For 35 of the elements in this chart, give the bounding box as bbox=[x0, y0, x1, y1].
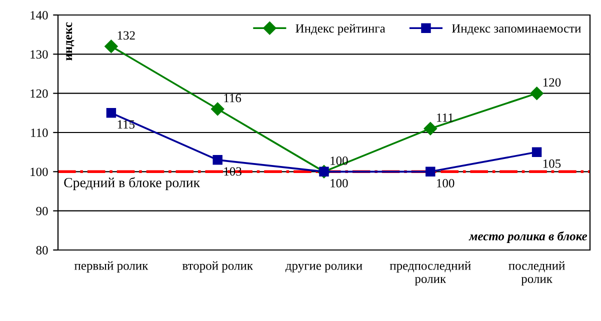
data-label: 111 bbox=[437, 114, 454, 122]
point bbox=[211, 102, 224, 116]
legend-label: Индекс рейтинга bbox=[296, 24, 386, 36]
x-tick-label: второй ролик bbox=[182, 261, 253, 272]
point bbox=[424, 122, 437, 136]
y-tick-label: 90 bbox=[36, 206, 48, 216]
data-label: 105 bbox=[543, 159, 561, 168]
x-tick-label: предпоследний ролик bbox=[390, 261, 471, 286]
y-tick-label: 80 bbox=[36, 246, 48, 254]
data-label: 100 bbox=[437, 178, 454, 188]
x-tick-label: другие ролики bbox=[285, 264, 362, 272]
y-tick-label: 120 bbox=[30, 89, 48, 98]
point bbox=[104, 40, 118, 53]
y-tick-label: 110 bbox=[31, 128, 48, 137]
y-axis-title: индекс bbox=[66, 22, 74, 60]
data-label: 100 bbox=[330, 156, 348, 165]
legend-label: Индекс запоминаемости bbox=[452, 24, 581, 35]
data-label: 116 bbox=[224, 94, 242, 102]
x-tick-label: последний ролик bbox=[508, 261, 565, 286]
x-axis-title: место ролика в блоке bbox=[468, 231, 588, 243]
point bbox=[532, 147, 542, 157]
data-label: 100 bbox=[330, 178, 348, 188]
data-label: 120 bbox=[543, 78, 561, 87]
ref-line-label: Средний в блоке ролик bbox=[64, 177, 200, 190]
x-tick-label: первый ролик bbox=[74, 261, 148, 272]
point bbox=[212, 155, 222, 165]
y-tick-label: 100 bbox=[30, 168, 48, 176]
point bbox=[426, 166, 436, 177]
point bbox=[530, 86, 544, 100]
y-tick-label: 130 bbox=[30, 50, 48, 59]
data-label: 132 bbox=[118, 31, 135, 40]
y-tick-label: 140 bbox=[30, 11, 48, 20]
data-label: 115 bbox=[118, 120, 135, 129]
point bbox=[106, 108, 116, 118]
data-label: 103 bbox=[224, 167, 242, 176]
